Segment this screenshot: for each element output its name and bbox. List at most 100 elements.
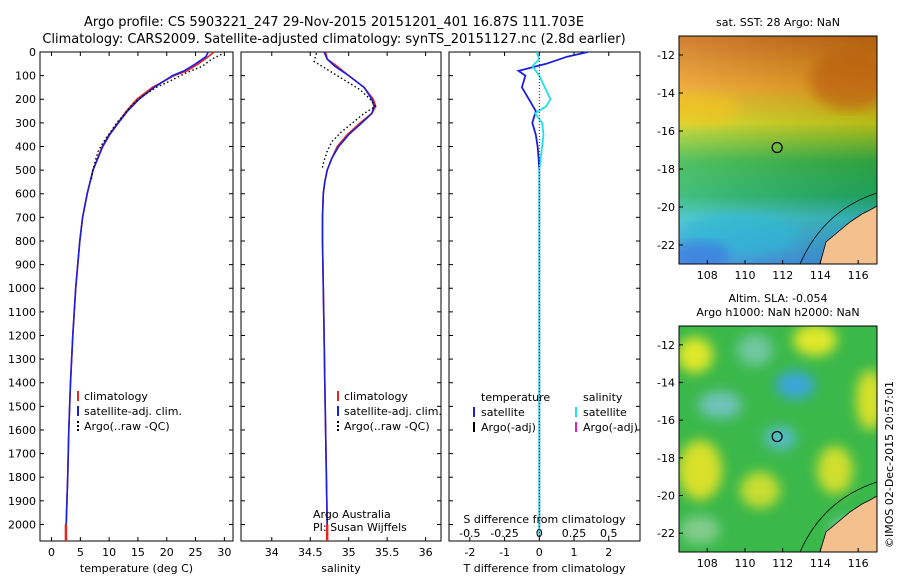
temp-ytick-label: 300	[15, 117, 36, 130]
sal-legend-label: satellite-adj. clim.	[344, 405, 442, 418]
diff-legend-temp-heading: temperature	[481, 391, 550, 404]
map-xtick-label: 114	[810, 269, 831, 282]
diff-x2tick-label: 0	[536, 527, 543, 540]
sst-float-marker	[771, 141, 783, 154]
diff-legend-label: Argo(-adj)	[481, 421, 536, 434]
map-ytick-label: -12	[657, 49, 675, 62]
temp-ytick-label: 1200	[8, 329, 36, 342]
sal-xlabel: salinity	[321, 562, 361, 575]
temp-ytick-label: 1400	[8, 377, 36, 390]
temp-xtick-label: 25	[189, 546, 203, 559]
map-ytick-label: -16	[657, 125, 675, 138]
map-ytick-label: -12	[657, 339, 675, 352]
temp-ytick-label: 900	[15, 259, 36, 272]
map-ytick-label: -16	[657, 414, 675, 427]
diff-legend-sal-heading: salinity	[583, 391, 623, 404]
sst-map-frame	[678, 35, 878, 265]
sla-map: Altim. SLA: -0.054 Argo h1000: NaN h2000…	[657, 292, 878, 570]
temp-frame	[39, 51, 234, 542]
temp-series-argo-raw-qc-	[90, 53, 222, 180]
sal-frame	[240, 51, 442, 542]
map-ytick-label: -22	[657, 527, 675, 540]
sla-land	[819, 495, 877, 552]
map-xtick-label: 116	[848, 557, 869, 570]
temp-legend-label: Argo(..raw -QC)	[84, 420, 170, 433]
map-xtick-label: 108	[697, 557, 718, 570]
temp-legend-label: climatology	[84, 390, 148, 403]
sla-float-marker	[771, 430, 783, 443]
map-ytick-label: -20	[657, 490, 675, 503]
map-xtick-label: 116	[848, 269, 869, 282]
temp-ytick-label: 1700	[8, 448, 36, 461]
sst-land	[819, 205, 877, 264]
map-xtick-label: 112	[772, 269, 793, 282]
diff-frame	[448, 51, 641, 542]
temp-ytick-label: 100	[15, 70, 36, 83]
temp-ytick-label: 500	[15, 164, 36, 177]
temp-legend-label: satellite-adj. clim.	[84, 405, 182, 418]
sal-xtick-label: 35	[342, 546, 356, 559]
difference-panel: -2 -1 0 1 2 T difference from climatology temp…	[448, 51, 641, 575]
salinity-panel: 34 34.5 35 35.5 36 salinity climatology satelli…	[240, 51, 442, 575]
sla-map-frame	[678, 325, 878, 553]
map-xtick-label: 114	[810, 557, 831, 570]
sal-series-satellite-adj-clim-	[321, 51, 375, 537]
diff-xtick-label: 0	[536, 546, 543, 559]
header-line1: Argo profile: CS 5903221_247 29-Nov-2015…	[84, 15, 584, 30]
sal-annotation-line1: Argo Australia	[313, 508, 391, 521]
diff-x2label: S difference from climatology	[463, 513, 626, 526]
diff-xtick-label: -1	[499, 546, 510, 559]
sal-xtick-label: 35.5	[375, 546, 400, 559]
temp-ytick-label: 2000	[8, 518, 36, 531]
diff-x2tick-label: 0.25	[562, 527, 587, 540]
sal-legend-label: Argo(..raw -QC)	[344, 420, 430, 433]
temp-ytick-label: 700	[15, 211, 36, 224]
diff-xlabel: T difference from climatology	[463, 562, 626, 575]
temp-series-satellite-adj-clim-	[65, 51, 209, 537]
sst-map-title: sat. SST: 28 Argo: NaN	[716, 16, 840, 29]
sla-map-title: Altim. SLA: -0.054	[728, 292, 827, 305]
sal-xtick-label: 36	[419, 546, 433, 559]
sal-annotation-line2: PI: Susan Wijffels	[313, 521, 407, 534]
temp-ytick-label: 400	[15, 140, 36, 153]
sal-xtick-label: 34.5	[298, 546, 323, 559]
map-xtick-label: 110	[735, 269, 756, 282]
map-ytick-label: -18	[657, 452, 675, 465]
temp-xtick-label: 10	[102, 546, 116, 559]
footer-stamp: ©IMOS 02-Dec-2015 20:57:01	[883, 381, 896, 548]
header-line2: Climatology: CARS2009. Satellite-adjuste…	[42, 32, 625, 47]
temp-ytick-label: 0	[29, 46, 36, 59]
diff-x2tick-label: 0.5	[600, 527, 618, 540]
map-ytick-label: -14	[657, 87, 675, 100]
temp-xlabel: temperature (deg C)	[80, 562, 193, 575]
temp-xtick-label: 15	[131, 546, 145, 559]
temp-ytick-label: 1600	[8, 424, 36, 437]
temperature-panel: 0100200300400500600700800900100011001200…	[8, 46, 234, 575]
diff-xtick-label: 2	[605, 546, 612, 559]
temp-xtick-label: 5	[77, 546, 84, 559]
temp-ytick-label: 1100	[8, 306, 36, 319]
temp-ytick-label: 1500	[8, 400, 36, 413]
temp-xtick-label: 0	[48, 546, 55, 559]
map-xtick-label: 110	[735, 557, 756, 570]
diff-xtick-label: 1	[571, 546, 578, 559]
map-ytick-label: -14	[657, 377, 675, 390]
map-xtick-label: 112	[772, 557, 793, 570]
temp-ytick-label: 600	[15, 188, 36, 201]
diff-series-salinity-satellite	[531, 51, 552, 537]
diff-legend-label: Argo(-adj)	[583, 421, 638, 434]
diff-x2tick-label: -0.5	[459, 527, 480, 540]
diff-x2tick-label: -0.25	[490, 527, 518, 540]
diff-legend-label: satellite	[481, 406, 525, 419]
sla-map-subtitle: Argo h1000: NaN h2000: NaN	[696, 306, 859, 319]
map-ytick-label: -18	[657, 163, 675, 176]
map-xtick-label: 108	[697, 269, 718, 282]
temp-ytick-label: 200	[15, 93, 36, 106]
diff-xtick-label: -2	[464, 546, 475, 559]
temp-xtick-label: 20	[160, 546, 174, 559]
map-ytick-label: -20	[657, 201, 675, 214]
map-ytick-label: -22	[657, 239, 675, 252]
diff-legend-label: satellite	[583, 406, 627, 419]
temp-xtick-label: 30	[217, 546, 231, 559]
